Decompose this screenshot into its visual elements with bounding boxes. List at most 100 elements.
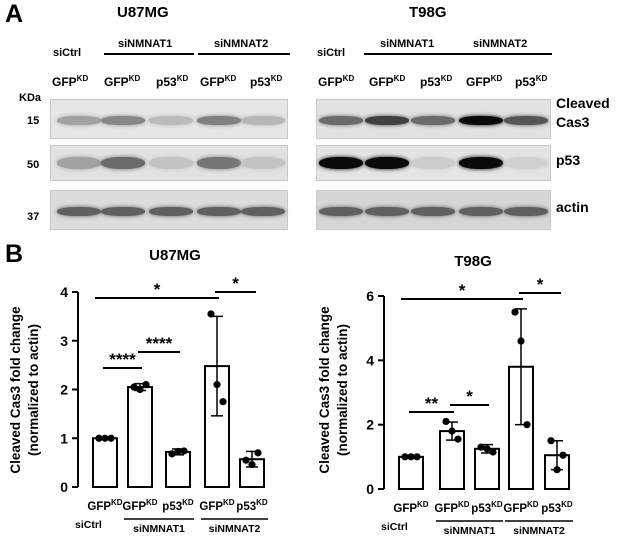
lane-label: p53KD: [420, 74, 453, 89]
mw-marker-50: 50: [27, 159, 40, 171]
group-label: siCtrl: [75, 519, 102, 531]
y-tick-label: 0: [60, 479, 68, 495]
protein-label-cas3: Cas3: [556, 114, 590, 130]
x-tick-label: GFPKD: [434, 500, 469, 515]
data-point: [168, 450, 176, 458]
significance-label: *: [537, 275, 544, 294]
data-point: [142, 381, 150, 389]
lane-label: GFPKD: [52, 74, 89, 89]
chart-title: T98G: [454, 253, 492, 270]
blot-band: [319, 115, 363, 125]
data-point: [448, 427, 456, 435]
bar: [398, 455, 424, 491]
mw-marker-15: 15: [27, 115, 40, 127]
x-tick-label: GFPKD: [122, 498, 157, 513]
significance-label: **: [425, 394, 439, 413]
blot-band: [149, 206, 193, 216]
blot-band: [241, 115, 285, 125]
data-point: [219, 398, 227, 406]
group-label: siNMNAT2: [209, 523, 261, 535]
group-label-sinmnat2: siNMNAT2: [214, 38, 269, 50]
blot-band: [101, 115, 145, 125]
blot-band: [101, 206, 145, 216]
data-point: [442, 417, 450, 426]
blot-u87mg-actin: [50, 190, 288, 230]
blot-band: [504, 206, 548, 216]
group-label-sictrl: siCtrl: [317, 47, 346, 59]
chart-title: U87MG: [149, 247, 201, 264]
significance-label: *: [154, 280, 161, 299]
blot-band: [197, 157, 241, 169]
lane-label: GFPKD: [200, 74, 237, 89]
y-tick-label: 0: [366, 481, 374, 497]
x-tick-label: GFPKD: [393, 500, 428, 515]
group-label-sinmnat2: siNMNAT2: [473, 38, 528, 50]
group-line: [104, 53, 194, 55]
lane-label: GFPKD: [369, 74, 406, 89]
x-tick-label: p53KD: [162, 498, 194, 513]
panel-a-letter: A: [5, 0, 24, 28]
blot-u87mg-cleaved-cas3: [50, 99, 288, 139]
blot-band: [459, 157, 503, 169]
blot-band: [101, 157, 145, 169]
blot-band: [459, 115, 503, 125]
group-label: siCtrl: [381, 521, 408, 533]
blot-band: [197, 206, 241, 216]
data-point: [107, 434, 115, 442]
blot-band: [411, 206, 455, 216]
group-label: siNMNAT1: [444, 525, 496, 536]
blot-title-t98g: T98G: [409, 4, 447, 21]
blot-t98g-actin: [316, 190, 551, 230]
y-tick-label: 2: [60, 382, 68, 398]
protein-label-p53: p53: [556, 152, 581, 168]
lane-label: p53KD: [515, 74, 548, 89]
group-label-sinmnat1: siNMNAT1: [118, 38, 173, 50]
data-point: [136, 385, 144, 394]
data-point: [559, 451, 567, 459]
significance-label: *: [232, 274, 239, 293]
blot-band: [365, 206, 409, 216]
data-point: [553, 466, 561, 474]
significance-label: *: [459, 281, 466, 300]
bar: [127, 386, 153, 488]
data-point: [130, 383, 138, 391]
data-point: [174, 447, 182, 456]
group-label-sictrl: siCtrl: [53, 47, 82, 59]
blot-band: [149, 115, 193, 125]
mw-marker-37: 37: [27, 211, 40, 223]
y-tick-label: 4: [60, 284, 68, 300]
y-tick-label: 3: [60, 333, 68, 349]
blot-band: [411, 157, 455, 169]
group-line: [198, 53, 290, 55]
blot-band: [319, 157, 363, 169]
x-tick-label: p53KD: [541, 500, 573, 515]
blot-title-u87mg: U87MG: [117, 4, 169, 21]
data-point: [483, 445, 491, 453]
data-point: [180, 447, 188, 455]
blot-t98g-cleaved-cas3: [316, 99, 551, 139]
data-point: [213, 381, 221, 389]
blot-t98g-p53: [316, 145, 551, 181]
significance-label: ****: [109, 350, 136, 369]
y-axis-label: (normalized to actin): [335, 324, 350, 456]
data-point: [517, 337, 525, 345]
blot-band: [365, 115, 409, 125]
kda-label: KDa: [19, 92, 42, 104]
group-line: [364, 53, 460, 55]
blot-band: [365, 157, 409, 169]
y-tick-label: 6: [366, 288, 374, 304]
blot-band: [241, 157, 285, 169]
data-point: [254, 449, 262, 457]
group-label: siNMNAT1: [133, 523, 185, 535]
blot-band: [241, 206, 285, 216]
data-point: [248, 460, 256, 469]
data-point: [242, 456, 250, 464]
group-label-sinmnat1: siNMNAT1: [380, 38, 435, 50]
y-axis-label: Cleaved Cas3 fold change: [317, 306, 332, 474]
blot-band: [57, 115, 101, 125]
blot-band: [319, 206, 363, 216]
lane-label: p53KD: [250, 74, 283, 89]
group-line: [460, 53, 552, 55]
significance-label: *: [466, 387, 473, 406]
